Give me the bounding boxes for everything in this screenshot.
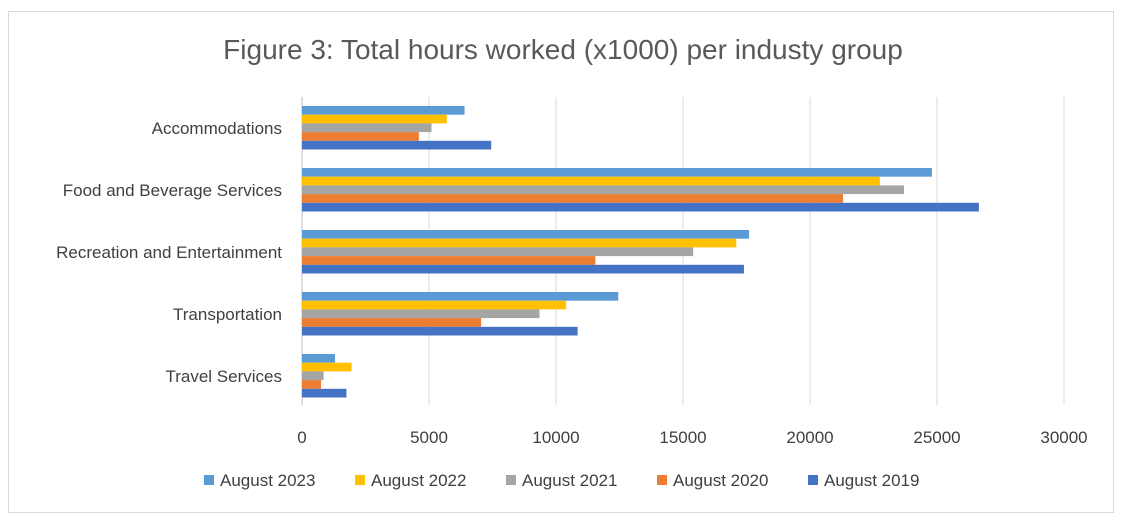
bar [302, 318, 482, 327]
legend-label: August 2019 [824, 471, 919, 490]
category-label: Travel Services [165, 367, 282, 386]
x-tick-label: 15000 [659, 428, 706, 447]
bar [302, 388, 347, 398]
x-tick-label: 25000 [913, 428, 960, 447]
bar [302, 326, 578, 336]
bar [302, 362, 352, 372]
bar [302, 114, 447, 124]
legend-label: August 2021 [522, 471, 617, 490]
bar [302, 185, 904, 195]
bar [302, 354, 336, 363]
x-tick-label: 0 [297, 428, 306, 447]
legend-swatch [355, 475, 365, 485]
bar [302, 202, 979, 212]
category-labels: Accommodations Food and Beverage Services… [56, 119, 282, 386]
x-axis-tick-labels: 0 5000 10000 15000 20000 25000 30000 [297, 428, 1087, 447]
x-tick-label: 20000 [786, 428, 833, 447]
legend: August 2023 August 2022 August 2021 August … [204, 471, 919, 490]
bar [302, 140, 492, 150]
legend-swatch [808, 475, 818, 485]
legend-swatch [657, 475, 667, 485]
x-tick-label: 30000 [1040, 428, 1087, 447]
bar [302, 132, 419, 141]
legend-label: August 2022 [371, 471, 466, 490]
bar [302, 292, 619, 301]
bar [302, 380, 322, 389]
category-label: Recreation and Entertainment [56, 243, 282, 262]
bar [302, 168, 932, 177]
bar [302, 256, 596, 265]
bar [302, 371, 324, 381]
legend-swatch [506, 475, 516, 485]
bar [302, 247, 694, 257]
category-label: Food and Beverage Services [63, 181, 282, 200]
bar [302, 176, 880, 186]
bar [302, 300, 567, 310]
bars [302, 106, 979, 398]
category-label: Transportation [173, 305, 282, 324]
category-label: Accommodations [152, 119, 282, 138]
bar [302, 123, 432, 133]
bar [302, 106, 465, 115]
legend-label: August 2023 [220, 471, 315, 490]
x-tick-label: 5000 [410, 428, 448, 447]
bar [302, 194, 844, 203]
x-tick-label: 10000 [532, 428, 579, 447]
bar [302, 230, 750, 239]
legend-swatch [204, 475, 214, 485]
bar [302, 238, 737, 248]
bar [302, 309, 540, 319]
legend-label: August 2020 [673, 471, 768, 490]
chart-title: Figure 3: Total hours worked (x1000) per… [223, 34, 903, 65]
bar [302, 264, 744, 274]
